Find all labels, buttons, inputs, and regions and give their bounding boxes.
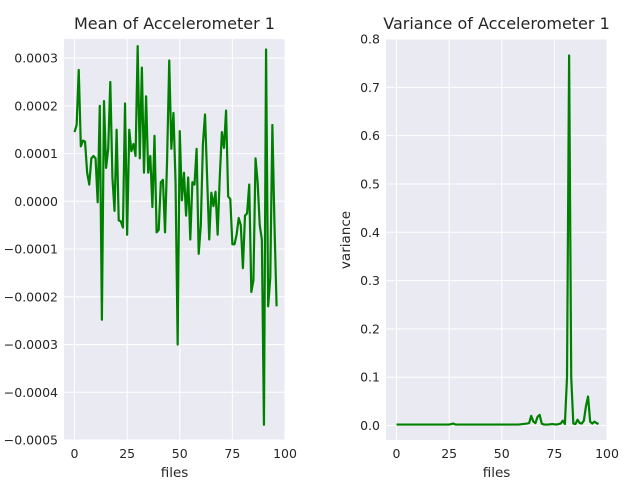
y-tick-label: 0.8 <box>360 32 380 47</box>
y-tick-label: −0.0004 <box>4 385 58 400</box>
plot-area-mean <box>64 39 285 440</box>
chart-mean-accelerometer-1: 0 25 50 75 100 −0.0005−0.0004−0.0003−0.0002−… <box>4 14 297 480</box>
x-axis-label-mean: files <box>161 465 189 480</box>
x-tick-label: 25 <box>119 446 135 461</box>
x-tick-labels-mean: 0 25 50 75 100 <box>71 446 297 461</box>
y-tick-label: 0.2 <box>360 321 380 336</box>
x-grid-variance <box>396 39 608 440</box>
y-tick-label: 0.0001 <box>14 146 58 161</box>
y-tick-labels-mean: −0.0005 −0.0004 −0.0003 −0.0002 −0.0001 0.000… <box>4 51 58 448</box>
x-tick-label: 100 <box>273 446 297 461</box>
x-tick-label: 50 <box>172 446 188 461</box>
x-tick-label: 25 <box>441 446 457 461</box>
y-tick-label: 0.0000 <box>14 194 58 209</box>
y-tick-label: 0.3 <box>360 273 380 288</box>
x-axis-label-variance: files <box>483 465 511 480</box>
y-axis-label-variance: variance <box>338 211 354 269</box>
y-tick-label: 0.0003 <box>14 51 58 66</box>
x-tick-label: 100 <box>595 446 619 461</box>
y-tick-label: 0.7 <box>360 80 380 95</box>
x-tick-label: 0 <box>393 446 401 461</box>
y-tick-label: −0.0002 <box>4 289 58 304</box>
y-tick-label: 0.0002 <box>14 98 58 113</box>
mean-series-line <box>73 45 278 426</box>
y-tick-label: −0.0005 <box>4 433 58 448</box>
chart-title-variance: Variance of Accelerometer 1 <box>383 14 610 33</box>
y-tick-label: −0.0001 <box>4 242 58 257</box>
chart-variance-accelerometer-1: 0 25 50 75 100 0.0 0.1 0.2 0.3 0.4 0.5 0.6 0.7 0.8 V… <box>338 14 619 480</box>
x-tick-label: 75 <box>224 446 240 461</box>
y-tick-label: 0.5 <box>360 176 380 191</box>
x-tick-label: 0 <box>71 446 79 461</box>
y-tick-label: −0.0003 <box>4 337 58 352</box>
x-tick-label: 50 <box>494 446 510 461</box>
x-tick-labels-variance: 0 25 50 75 100 <box>393 446 619 461</box>
y-tick-labels-variance: 0.0 0.1 0.2 0.3 0.4 0.5 0.6 0.7 0.8 <box>360 32 380 434</box>
x-tick-label: 75 <box>546 446 562 461</box>
plot-area-variance <box>386 39 607 440</box>
chart-title-mean: Mean of Accelerometer 1 <box>74 14 275 33</box>
y-tick-label: 0.4 <box>360 225 380 240</box>
variance-series-line <box>396 54 600 426</box>
y-tick-label: 0.6 <box>360 128 380 143</box>
y-tick-label: 0.1 <box>360 370 380 385</box>
y-tick-label: 0.0 <box>360 418 380 433</box>
